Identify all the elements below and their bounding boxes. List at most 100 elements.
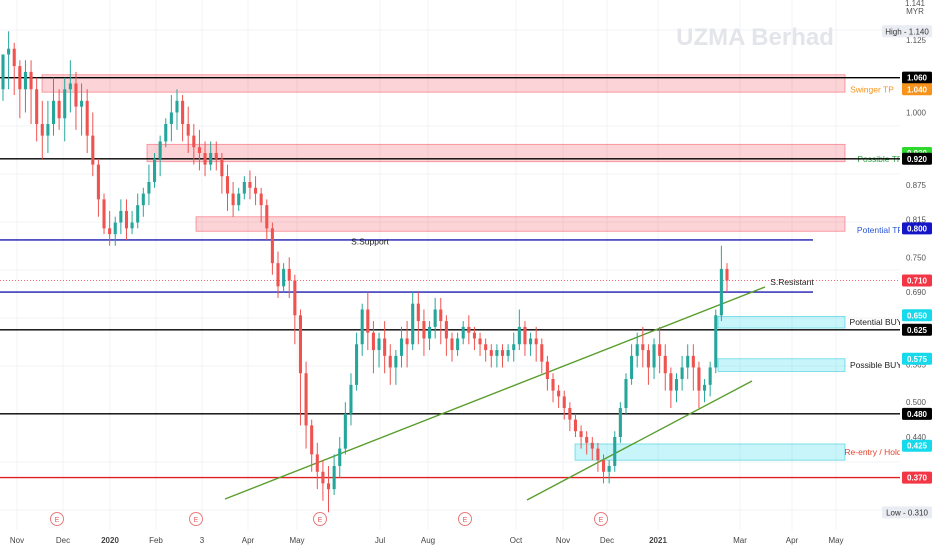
time-axis[interactable]: Nov Dec 2020 Feb 3 Apr May Jul Aug Oct Nov Dec 2021 M… (0, 530, 900, 550)
candle-body (573, 419, 578, 432)
candle-body (495, 350, 499, 356)
candle-body (130, 222, 134, 229)
candle-body (1, 54, 5, 90)
candle-body (80, 100, 84, 107)
price-tick-label: 1.000 (906, 108, 927, 117)
price-label-text: 0.800 (907, 224, 928, 233)
price-label-text: 0.920 (907, 155, 928, 164)
zone-label: Potential TP (857, 225, 903, 235)
price-label-box (902, 439, 932, 452)
candle-body (568, 408, 572, 420)
candle-body (371, 332, 375, 351)
candle-body (658, 344, 662, 356)
candle-body (411, 303, 415, 345)
candle-body (293, 280, 297, 316)
candle-body (652, 344, 656, 368)
earnings-marker-icon[interactable] (458, 512, 472, 526)
earnings-marker-icon[interactable] (313, 512, 327, 526)
earnings-marker-letter: E (463, 517, 468, 524)
candle-body (254, 187, 258, 194)
time-tick-label: May (289, 536, 304, 545)
candle-body (96, 164, 100, 200)
time-tick-label: Aug (421, 536, 435, 545)
candle-body (119, 210, 123, 223)
candle-body (186, 124, 190, 136)
candle-body (102, 199, 106, 229)
time-tick-label: 2021 (649, 536, 667, 545)
candle-body (63, 89, 67, 119)
time-tick-label: 2020 (101, 536, 119, 545)
candle-body (399, 338, 404, 356)
candle-body (388, 355, 392, 368)
candle-body (304, 373, 308, 426)
currency-label: MYR (906, 7, 924, 16)
candle-body (624, 379, 628, 409)
candle-layer (1, 31, 729, 513)
candle-body (523, 326, 527, 345)
candle-body (169, 112, 173, 125)
price-label-box (902, 309, 932, 322)
candle-body (158, 141, 162, 159)
candle-body (484, 344, 488, 351)
candle-body (663, 355, 667, 374)
candle-body (203, 153, 207, 165)
candle-body (310, 425, 314, 455)
candle-body (85, 100, 89, 136)
candle-body (585, 437, 589, 443)
candle-body (394, 355, 398, 368)
candle-body (461, 326, 465, 339)
time-tick-label: Apr (242, 536, 255, 545)
price-label-box (882, 506, 932, 519)
candle-body (51, 100, 56, 125)
price-axis[interactable]: 1.125 1.000 0.875 0.815 0.750 0.690 0.565 0.500… (882, 0, 932, 550)
candle-body (472, 332, 476, 339)
candle-body (669, 373, 673, 391)
time-tick-label: Oct (510, 536, 523, 545)
earnings-marker-icon[interactable] (189, 512, 203, 526)
candle-body (590, 442, 594, 449)
candle-body (141, 193, 145, 206)
candle-body (618, 408, 622, 437)
candle-body (164, 124, 168, 142)
candle-body (489, 350, 493, 356)
candle-body (326, 483, 331, 490)
price-label-box (902, 83, 932, 96)
candle-body (355, 344, 359, 385)
price-label-box (882, 25, 932, 38)
candle-body (534, 338, 538, 345)
time-tick-label: Dec (600, 536, 614, 545)
candle-body (197, 147, 201, 154)
candle-body (579, 431, 583, 437)
annotation-layer: S.Support S.Resistant (351, 237, 814, 288)
candle-body (686, 355, 690, 368)
candle-body (601, 460, 606, 472)
candle-body (416, 303, 420, 322)
zone-box (574, 443, 846, 461)
time-tick-label: Apr (786, 536, 799, 545)
earnings-marker-icon[interactable] (594, 512, 608, 526)
candle-body (231, 193, 235, 206)
candle-body (512, 344, 516, 351)
candle-body (360, 309, 364, 345)
earnings-marker-icon[interactable] (50, 512, 64, 526)
candle-body (40, 124, 44, 136)
time-tick-label: Nov (556, 536, 570, 545)
price-label-text: 0.710 (907, 277, 928, 286)
candle-body (237, 193, 241, 206)
price-tick-label: 1.125 (906, 36, 927, 45)
annotation-text: S.Resistant (770, 277, 814, 287)
price-label-box (902, 274, 932, 287)
price-label-text: 0.575 (907, 355, 928, 364)
candle-body (152, 158, 157, 182)
price-label-text: 0.425 (907, 442, 928, 451)
zone-box (195, 216, 846, 232)
price-label-text: High - 1.140 (885, 27, 929, 36)
candle-body (220, 158, 224, 177)
candle-body (433, 309, 437, 327)
candle-body (91, 135, 95, 165)
candle-body (405, 338, 409, 345)
candle-body (315, 454, 319, 472)
